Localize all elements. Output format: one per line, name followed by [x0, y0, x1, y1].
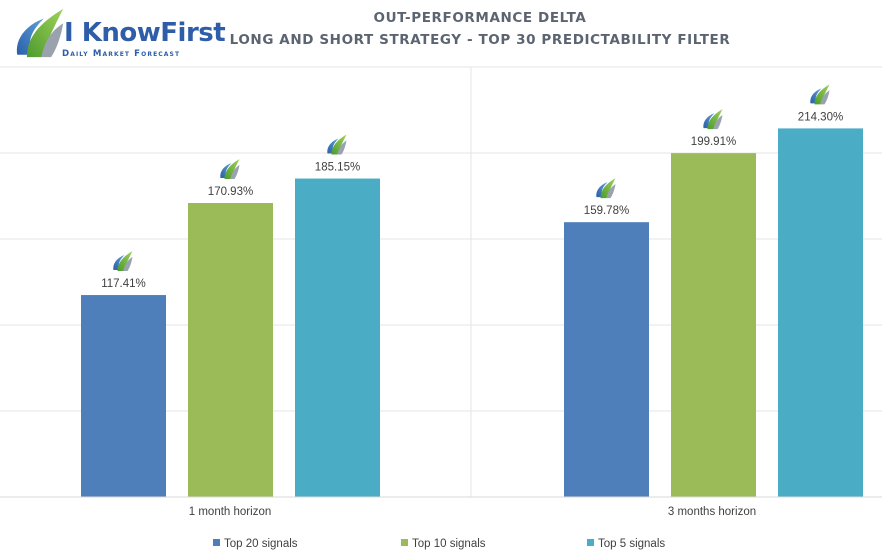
bars	[81, 128, 863, 498]
legend-label: Top 10 signals	[412, 538, 486, 550]
legend-label: Top 20 signals	[224, 538, 298, 550]
i-know-first-logo-icon	[113, 251, 133, 272]
chart-title: OUT-PERFORMANCE DELTA	[374, 10, 587, 26]
i-know-first-logo-icon	[16, 8, 64, 58]
bar-value-label: 117.41%	[101, 278, 146, 290]
logo: I KnowFirst Daily Market Forecast	[16, 8, 226, 59]
i-know-first-logo-icon	[703, 109, 723, 130]
i-know-first-logo-icon	[327, 134, 347, 155]
bar-value-label: 214.30%	[798, 111, 843, 123]
bar	[81, 295, 166, 497]
x-tick-label: 3 months horizon	[668, 506, 756, 518]
logo-tagline: Daily Market Forecast	[62, 49, 180, 59]
bar-value-label: 199.91%	[691, 136, 736, 148]
i-know-first-logo-icon	[220, 159, 240, 180]
legend-swatch	[401, 539, 408, 546]
i-know-first-logo-icon	[596, 178, 616, 199]
bar-value-label: 170.93%	[208, 186, 253, 198]
bar	[778, 128, 863, 498]
legend-swatch	[213, 539, 220, 546]
plot-area	[0, 66, 882, 497]
x-tick-label: 1 month horizon	[189, 506, 271, 518]
bar	[564, 222, 649, 497]
chart-subtitle: LONG AND SHORT STRATEGY - TOP 30 PREDICT…	[230, 32, 731, 48]
x-axis: 1 month horizon 3 months horizon	[0, 496, 882, 518]
bar	[295, 178, 380, 498]
legend-swatch	[587, 539, 594, 546]
logo-brand-text: I KnowFirst	[64, 18, 225, 48]
legend-label: Top 5 signals	[598, 538, 665, 550]
bar-value-label: 159.78%	[584, 205, 629, 217]
bar	[188, 203, 273, 497]
data-labels: 117.41% 170.93% 185.15% 159.78% 199.91% 214.3…	[101, 84, 843, 290]
i-know-first-logo-icon	[810, 84, 830, 105]
legend: Top 20 signals Top 10 signals Top 5 signal…	[213, 538, 665, 550]
bar-value-label: 185.15%	[315, 162, 360, 174]
bar	[671, 153, 756, 498]
